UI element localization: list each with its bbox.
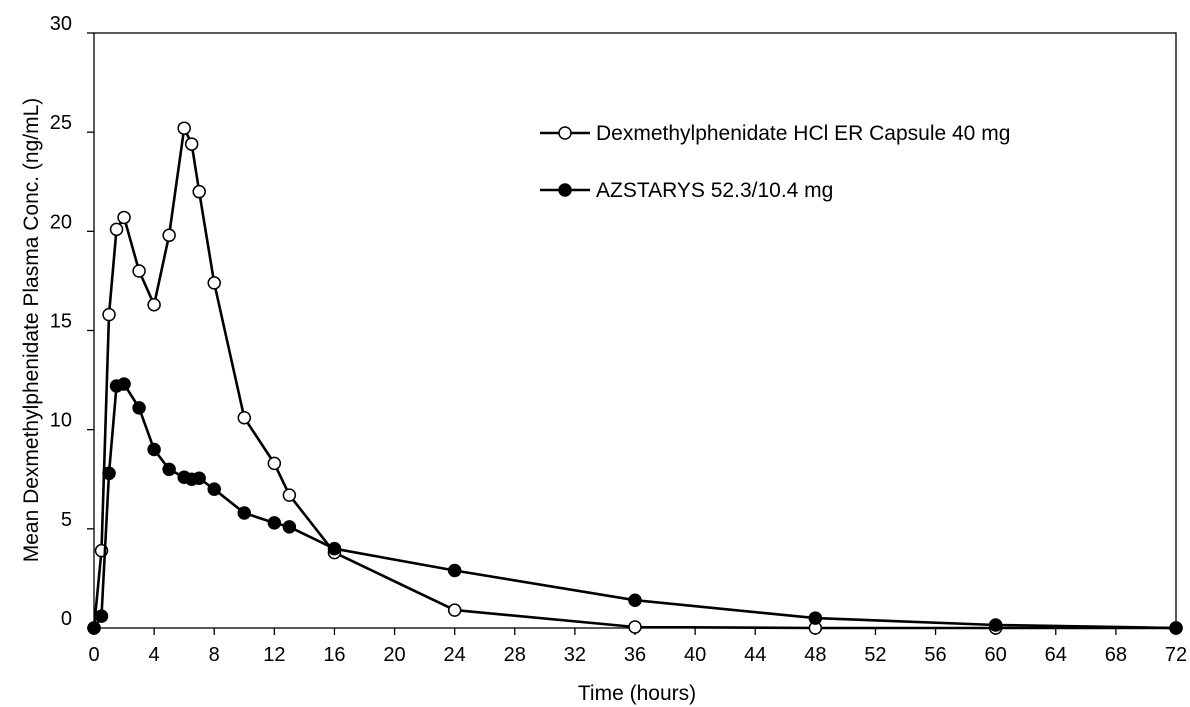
series-line (92, 126, 1176, 630)
legend-label: Dexmethylphenidate HCl ER Capsule 40 mg (596, 122, 1010, 145)
x-tick-label: 12 (263, 644, 285, 666)
x-tick-label: 64 (1045, 644, 1067, 666)
x-tick-label: 52 (864, 644, 886, 666)
y-tick-label: 25 (50, 112, 72, 134)
data-point (132, 401, 146, 415)
data-point (192, 184, 206, 199)
data-point (447, 603, 462, 617)
data-point (237, 411, 252, 425)
x-tick-label: 16 (323, 644, 345, 666)
x-tick-label: 60 (985, 644, 1007, 666)
data-point (147, 442, 161, 457)
legend-marker (558, 126, 572, 140)
series-line (92, 382, 1177, 630)
data-point (628, 620, 642, 634)
y-tick-label: 10 (50, 410, 72, 432)
data-point (162, 462, 176, 477)
y-axis-ticks: 0 5 10 15 20 25 30 (50, 13, 94, 630)
x-tick-label: 28 (504, 644, 526, 666)
x-tick-label: 32 (564, 644, 586, 666)
data-point (117, 210, 131, 225)
x-tick-label: 44 (744, 644, 766, 666)
data-point (327, 541, 342, 556)
data-point (109, 222, 124, 237)
legend-label: AZSTARYS 52.3/10.4 mg (596, 179, 833, 202)
data-point (207, 276, 221, 290)
x-tick-label: 72 (1165, 644, 1187, 666)
data-point (102, 307, 116, 322)
series-1 (87, 121, 1183, 635)
data-point (162, 228, 176, 243)
data-point (94, 609, 109, 623)
data-point (207, 482, 221, 496)
data-point (177, 121, 191, 135)
data-point (184, 137, 199, 151)
legend: Dexmethylphenidate HCl ER Capsule 40 mg A… (540, 122, 1010, 202)
y-axis-title: Mean Dexmethylphenidate Plasma Conc. (ng… (20, 98, 43, 563)
x-tick-label: 48 (804, 644, 826, 666)
x-tick-label: 56 (924, 644, 946, 666)
data-point (1169, 621, 1183, 635)
y-tick-label: 30 (50, 13, 72, 35)
data-point (808, 611, 823, 625)
y-tick-label: 5 (61, 509, 72, 531)
x-tick-label: 0 (88, 644, 99, 666)
legend-marker (558, 183, 572, 197)
legend-item-2: AZSTARYS 52.3/10.4 mg (540, 179, 833, 202)
data-point (447, 563, 462, 578)
x-tick-label: 8 (209, 644, 220, 666)
x-tick-label: 36 (624, 644, 646, 666)
data-point (117, 377, 131, 391)
y-tick-label: 20 (50, 211, 72, 233)
y-tick-label: 15 (50, 311, 72, 333)
data-point (192, 471, 206, 486)
series-2 (87, 377, 1183, 635)
data-point (628, 593, 642, 607)
x-tick-label: 4 (149, 644, 160, 666)
x-tick-label: 40 (684, 644, 706, 666)
x-axis-ticks: 0 4 8 12 16 20 24 28 32 36 40 44 48 52 56 60 64 68 72 (88, 628, 1187, 666)
data-point (102, 466, 116, 481)
data-point (267, 456, 282, 471)
data-point (147, 297, 161, 312)
x-tick-label: 24 (444, 644, 466, 666)
data-point (132, 264, 146, 278)
data-point (87, 621, 101, 635)
x-axis-title: Time (hours) (578, 682, 696, 705)
x-tick-label: 68 (1105, 644, 1127, 666)
data-point (282, 488, 297, 502)
y-tick-label: 0 (61, 608, 72, 630)
legend-item-1: Dexmethylphenidate HCl ER Capsule 40 mg (540, 122, 1010, 145)
data-point (237, 506, 252, 520)
x-tick-label: 20 (383, 644, 405, 666)
data-point (282, 520, 297, 534)
data-point (267, 516, 282, 530)
data-point (988, 618, 1003, 632)
series-group (87, 121, 1183, 635)
